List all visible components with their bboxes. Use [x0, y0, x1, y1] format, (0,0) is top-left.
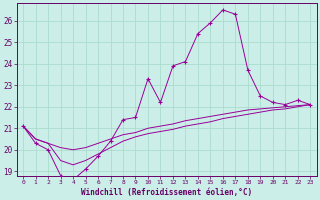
- X-axis label: Windchill (Refroidissement éolien,°C): Windchill (Refroidissement éolien,°C): [81, 188, 252, 197]
